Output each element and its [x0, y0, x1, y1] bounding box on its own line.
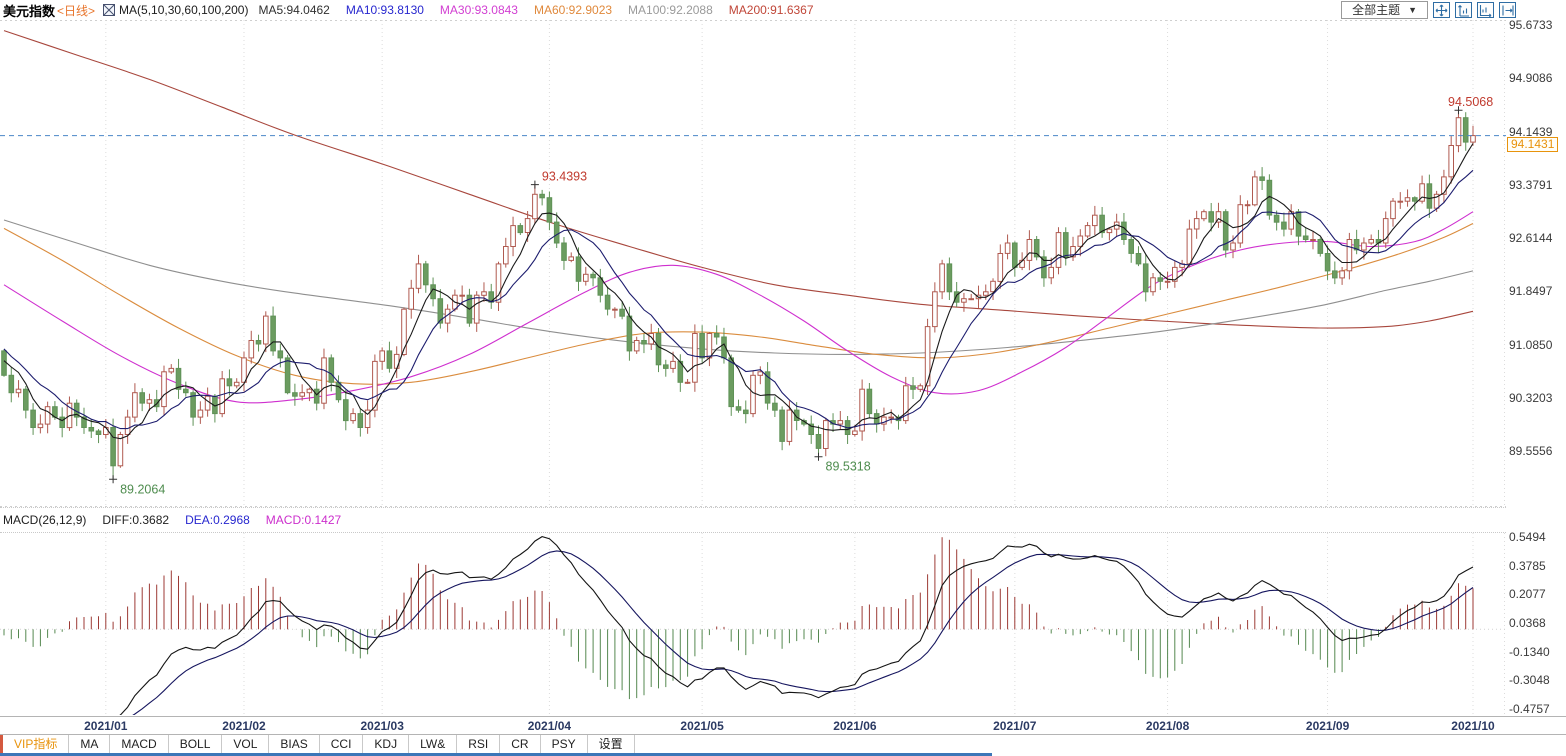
x-axis-label: 2021/09 [1305, 719, 1350, 733]
toolbar-left-accent [0, 735, 3, 753]
panel-divider [0, 532, 1506, 533]
y-axis-label: 89.5556 [1509, 444, 1553, 458]
macd-axis-label: -0.3048 [1509, 673, 1550, 688]
x-axis-label: 2021/10 [1451, 719, 1495, 733]
ma-legend-item: MA60:92.9023 [533, 3, 613, 17]
indicator-tab-rsi[interactable]: RSI [457, 735, 501, 753]
y-axis-label: 90.3203 [1509, 390, 1553, 405]
macd-macd-value: MACD:0.1427 [265, 513, 342, 527]
indicator-tab-vol[interactable]: VOL [222, 735, 270, 753]
macd-axis-label: -0.4757 [1509, 702, 1550, 717]
macd-axis-label: 0.0368 [1509, 616, 1546, 631]
macd-params-label: MACD(26,12,9) [3, 513, 87, 527]
y-axis-label: 93.3791 [1509, 177, 1553, 192]
pan-right-icon[interactable] [1499, 2, 1516, 18]
x-axis-label: 2021/02 [222, 719, 266, 733]
price-annotation: 89.2064 [120, 482, 165, 496]
macd-header: MACD(26,12,9) DIFF:0.3682 DEA:0.2968 MAC… [0, 507, 341, 533]
price-axis: 95.6733 94.9086 94.1439 93.3791 92.6144 91.84… [1506, 18, 1566, 507]
indicator-tab-vip[interactable]: VIP指标 [3, 735, 70, 753]
x-axis-label: 2021/07 [993, 719, 1037, 733]
macd-axis-label: 0.2077 [1509, 587, 1546, 602]
indicator-tab-settings[interactable]: 设置 [588, 735, 635, 753]
y-axis-label: 91.8497 [1509, 284, 1553, 299]
x-axis-label: 2021/01 [84, 719, 128, 733]
theme-selector[interactable]: 全部主题 ▼ [1341, 1, 1428, 19]
page-title: 美元指数 [3, 3, 56, 19]
y-axis-label: 94.1439 [1509, 124, 1553, 139]
main-candlestick-chart[interactable]: 89.2064 93.4393 89.5318 94.5068 [0, 20, 1506, 507]
chart-header: 美元指数 <日线> MA(5,10,30,60,100,200) MA5:94.… [0, 0, 1566, 20]
ma-legend: MA5:94.0462 MA10:93.8130 MA30:93.0843 MA60:… [258, 3, 813, 17]
y-axis-label: 91.0850 [1509, 337, 1553, 352]
x-axis-label: 2021/03 [360, 719, 404, 733]
indicator-tab-bias[interactable]: BIAS [269, 735, 320, 753]
price-annotation: 94.5068 [1448, 95, 1493, 109]
indicator-tab-macd[interactable]: MACD [110, 735, 169, 753]
ma-params-label: MA(5,10,30,60,100,200) [119, 3, 249, 17]
x-axis-label: 2021/06 [833, 719, 877, 733]
indicator-tab-lw[interactable]: LW& [409, 735, 458, 753]
macd-axis-label: 0.3785 [1509, 558, 1546, 573]
macd-chart[interactable] [0, 533, 1506, 715]
ma-legend-item: MA30:93.0843 [439, 3, 518, 17]
y-axis-label: 94.9086 [1509, 71, 1553, 86]
last-price-tag: 94.1431 [1507, 136, 1559, 152]
x-axis-label: 2021/05 [680, 719, 724, 733]
macd-axis: 0.5494 0.3785 0.2077 0.0368 -0.1340 -0.3048 -0… [1506, 530, 1566, 717]
ma-legend-item: MA200:91.6367 [728, 3, 814, 17]
ma-legend-item: MA5:94.0462 [258, 3, 330, 17]
macd-diff-value: DIFF:0.3682 [102, 513, 170, 527]
indicator-tab-ma[interactable]: MA [69, 735, 111, 753]
indicator-tab-boll[interactable]: BOLL [169, 735, 223, 753]
x-axis-label: 2021/08 [1145, 719, 1190, 733]
indicator-tab-cr[interactable]: CR [500, 735, 541, 753]
period-selector[interactable]: <日线> [57, 3, 96, 18]
header-controls: 全部主题 ▼ [1341, 1, 1566, 19]
price-annotation: 93.4393 [542, 170, 587, 184]
time-axis: 2021/01 2021/02 2021/03 2021/04 2021/05 2021/… [0, 716, 1566, 735]
indicator-tab-psy[interactable]: PSY [541, 735, 588, 753]
macd-axis-label: -0.1340 [1509, 644, 1550, 659]
pan-icon[interactable] [1433, 2, 1450, 18]
y-axis-label: 95.6733 [1509, 18, 1553, 32]
x-axis-zoom-icon[interactable] [1477, 2, 1494, 18]
price-annotation: 89.5318 [826, 460, 871, 474]
bottom-accent-line [0, 753, 992, 756]
x-axis-label: 2021/04 [527, 719, 572, 733]
macd-axis-label: 0.5494 [1509, 530, 1546, 544]
y-axis-label: 92.6144 [1509, 231, 1553, 245]
ma-legend-item: MA100:92.2088 [628, 3, 713, 17]
chart-style-icon[interactable] [103, 4, 116, 16]
panel-divider [0, 507, 1506, 508]
y-axis-zoom-icon[interactable] [1455, 2, 1472, 18]
ma-legend-item: MA10:93.8130 [345, 3, 424, 17]
indicator-toolbar: VIP指标 MA MACD BOLL VOL BIAS CCI KDJ LW& RSI CR PSY 设… [0, 735, 1566, 753]
indicator-tab-kdj[interactable]: KDJ [363, 735, 410, 753]
chevron-down-icon: ▼ [1408, 5, 1417, 15]
theme-selector-label: 全部主题 [1352, 3, 1401, 17]
indicator-tab-cci[interactable]: CCI [320, 735, 364, 753]
macd-dea-value: DEA:0.2968 [185, 513, 250, 527]
